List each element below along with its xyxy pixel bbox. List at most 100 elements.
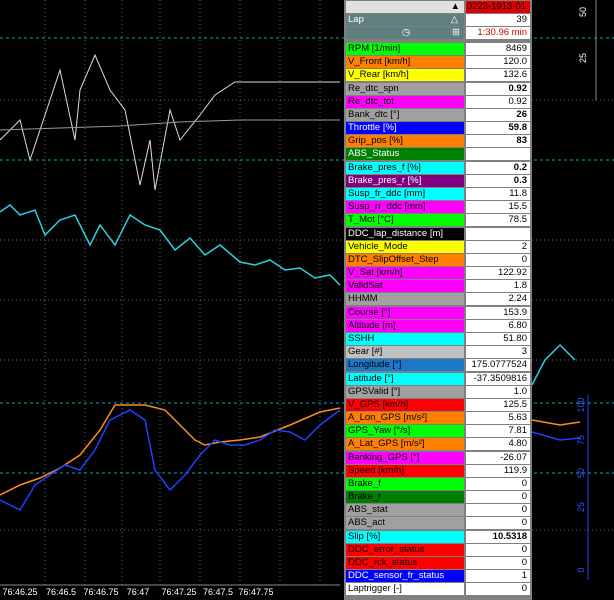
lap-time: 1:30.96 min bbox=[466, 27, 530, 39]
channel-value: 4.80 bbox=[466, 438, 530, 451]
channel-value: 0.92 bbox=[466, 95, 530, 108]
channel-name: Brake_pres_r [%] bbox=[346, 174, 464, 187]
channel-value: 153.9 bbox=[466, 306, 530, 319]
trace-gray bbox=[0, 119, 340, 131]
header-row: ▲ 0223-1913-01 bbox=[346, 1, 530, 13]
lap-label-text: Lap bbox=[348, 14, 364, 25]
channel-row: Brake_f 0 bbox=[346, 477, 530, 490]
channel-value: 2.24 bbox=[466, 293, 530, 306]
trace-blue bbox=[0, 409, 341, 511]
channel-value: 51.80 bbox=[466, 332, 530, 345]
channel-value: 0 bbox=[466, 491, 530, 504]
right-tick-label: 75 bbox=[576, 435, 586, 445]
channel-row: V_Front [km/h] 120.0 bbox=[346, 56, 530, 69]
channel-name: SSHH bbox=[346, 332, 464, 345]
channel-value: 0 bbox=[466, 543, 530, 556]
channel-value: 0 bbox=[466, 504, 530, 517]
channel-value: 6.80 bbox=[466, 319, 530, 332]
channel-value: 3 bbox=[466, 346, 530, 359]
channel-row: DDC_sensor_fr_status 1 bbox=[346, 570, 530, 583]
channel-name: V_Rear [km/h] bbox=[346, 69, 464, 82]
channel-row: A_Lat_GPS [m/s²] 4.80 bbox=[346, 438, 530, 451]
axis-labels: 76:46.25 76:46.5 76:46.75 76:47 76:47.25 76:4… bbox=[2, 7, 588, 597]
channel-value: 1.8 bbox=[466, 280, 530, 293]
channel-value: 1 bbox=[466, 570, 530, 583]
channel-name: GPS_Yaw [°/s] bbox=[346, 425, 464, 438]
x-tick-label: 76:47.25 bbox=[161, 587, 196, 597]
channel-value: 119.9 bbox=[466, 464, 530, 477]
channel-name: Course [°] bbox=[346, 306, 464, 319]
channel-value: 0.3 bbox=[466, 174, 530, 187]
trace-orange-right bbox=[531, 419, 581, 426]
channel-row: Vehicle_Mode 2 bbox=[346, 240, 530, 253]
channel-value bbox=[466, 227, 530, 240]
channel-value: 0.2 bbox=[466, 161, 530, 174]
channel-value: 0.92 bbox=[466, 82, 530, 95]
channel-name: DDC_error_status bbox=[346, 543, 464, 556]
trace-blue-right bbox=[531, 431, 581, 441]
channel-name: Grip_pos [%] bbox=[346, 135, 464, 148]
channel-row: Brake_pres_f [%] 0.2 bbox=[346, 161, 530, 174]
channel-name: V_Front [km/h] bbox=[346, 56, 464, 69]
x-tick-label: 76:47.75 bbox=[238, 587, 273, 597]
channel-row: ABS_act 0 bbox=[346, 517, 530, 530]
time-icon[interactable]: ◷ ⊞ bbox=[346, 27, 464, 39]
channel-name: Re_dtc_spn bbox=[346, 82, 464, 95]
channel-name: Gear [#] bbox=[346, 346, 464, 359]
channel-name: Susp_rr_ddc [mm] bbox=[346, 201, 464, 214]
channel-row: Re_dtc_tot 0.92 bbox=[346, 95, 530, 108]
channel-row: Susp_rr_ddc [mm] 15.5 bbox=[346, 201, 530, 214]
channel-row: Course [°] 153.9 bbox=[346, 306, 530, 319]
trace-orange bbox=[0, 404, 341, 496]
channel-name: ABS_stat bbox=[346, 504, 464, 517]
channel-table: ▲ 0223-1913-01 Lap △ 39 ◷ ⊞ 1:30.96 min RP… bbox=[344, 0, 532, 600]
channel-name: DDC_sensor_fr_status bbox=[346, 570, 464, 583]
right-tick-label: 100 bbox=[576, 397, 586, 412]
channel-value: 175.0777524 bbox=[466, 359, 530, 372]
lap-label: Lap △ bbox=[346, 14, 464, 26]
channel-value: 59.8 bbox=[466, 122, 530, 135]
channel-row: Gear [#] 3 bbox=[346, 346, 530, 359]
channel-name: Speed [km/h] bbox=[346, 464, 464, 477]
channel-value: 5.63 bbox=[466, 412, 530, 425]
channel-row: DDC_error_status 0 bbox=[346, 543, 530, 556]
channel-name: HHMM bbox=[346, 293, 464, 306]
time-row: ◷ ⊞ 1:30.96 min bbox=[346, 27, 530, 39]
channel-row: T_Mot [°C] 78.5 bbox=[346, 214, 530, 227]
channel-name: DDC_lap_distance [m] bbox=[346, 227, 464, 240]
x-tick-label: 76:47 bbox=[127, 587, 150, 597]
right-tick-label: 50 bbox=[576, 468, 586, 478]
channel-row: Altitude [m] 6.80 bbox=[346, 319, 530, 332]
grid bbox=[0, 0, 614, 585]
trace-white bbox=[0, 53, 340, 191]
channel-name: Bank_dtc [°] bbox=[346, 108, 464, 121]
channel-row: Latitude [°] -37.3509816 bbox=[346, 372, 530, 385]
right-tick-label: 25 bbox=[578, 53, 588, 63]
channel-name: V_GPS [km/h] bbox=[346, 398, 464, 411]
channel-row: GPS_Yaw [°/s] 7.81 bbox=[346, 425, 530, 438]
channel-row: Susp_fr_ddc [mm] 11.8 bbox=[346, 187, 530, 200]
right-tick-label: 50 bbox=[578, 7, 588, 17]
channel-value: 0 bbox=[466, 477, 530, 490]
channel-row: Grip_pos [%] 83 bbox=[346, 135, 530, 148]
channel-name: Slip [%] bbox=[346, 530, 464, 543]
channel-name: ABS_Status bbox=[346, 148, 464, 161]
channel-row: HHMM 2.24 bbox=[346, 293, 530, 306]
channel-name: RPM [1/min] bbox=[346, 43, 464, 55]
trace-cyan-right bbox=[531, 343, 576, 386]
channel-value: 78.5 bbox=[466, 214, 530, 227]
channel-row: RPM [1/min] 8469 bbox=[346, 43, 530, 55]
channel-row: ValidSat 1.8 bbox=[346, 280, 530, 293]
channel-name: Re_dtc_tot bbox=[346, 95, 464, 108]
channel-row: A_Lon_GPS [m/s²] 5.63 bbox=[346, 412, 530, 425]
channel-name: Laptrigger [-] bbox=[346, 583, 464, 596]
channel-value: -37.3509816 bbox=[466, 372, 530, 385]
channel-row: ABS_Status bbox=[346, 148, 530, 161]
channel-name: Altitude [m] bbox=[346, 319, 464, 332]
channel-name: Latitude [°] bbox=[346, 372, 464, 385]
channel-row: Banking_GPS [°] -26.07 bbox=[346, 451, 530, 464]
channel-name: ABS_act bbox=[346, 517, 464, 530]
channel-value: -26.07 bbox=[466, 451, 530, 464]
